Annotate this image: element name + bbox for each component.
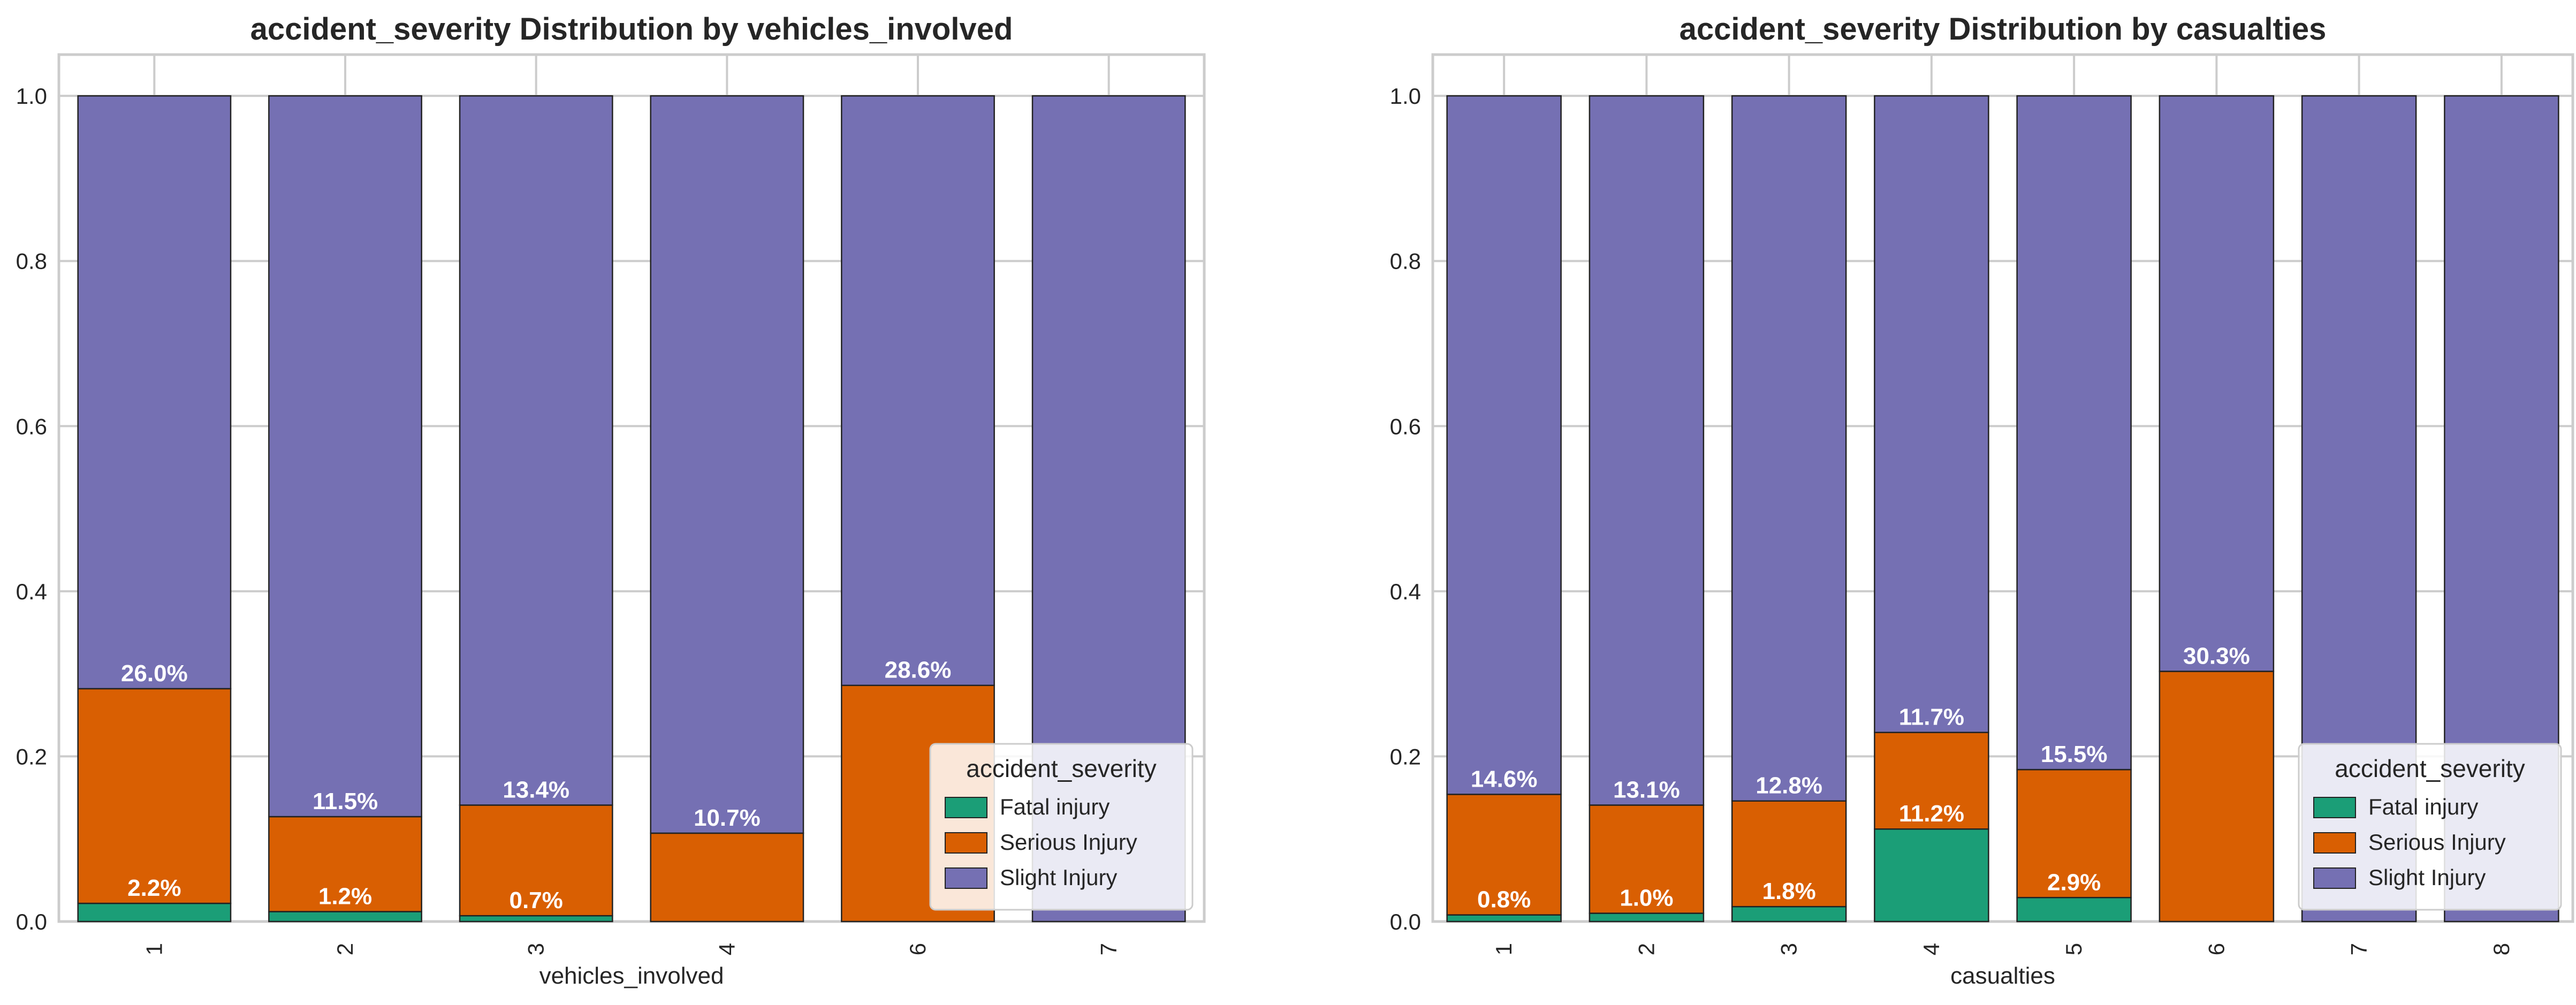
serious-data-label: 10.7% bbox=[694, 805, 761, 831]
bar-serious-2 bbox=[1589, 804, 1705, 914]
serious-data-label: 28.6% bbox=[885, 657, 952, 683]
bar-fatal-1 bbox=[77, 902, 232, 923]
x-tick-label: 3 bbox=[523, 943, 549, 955]
bar-fatal-3 bbox=[1731, 905, 1847, 923]
y-tick-label: 1.0 bbox=[1390, 83, 1421, 109]
fatal-data-label: 1.8% bbox=[1762, 878, 1815, 904]
bar-slight-4 bbox=[650, 95, 804, 834]
serious-data-label: 15.5% bbox=[2041, 741, 2108, 767]
bar-slight-3 bbox=[459, 95, 613, 806]
legend-swatch-fatal bbox=[2313, 797, 2356, 818]
bar-serious-2 bbox=[268, 816, 422, 912]
bar-fatal-5 bbox=[2016, 897, 2132, 923]
legend: accident_severity Fatal injury Serious Inj… bbox=[929, 743, 1194, 911]
bar-slight-2 bbox=[268, 95, 422, 818]
bar-fatal-1 bbox=[1446, 914, 1562, 923]
x-tick-label: 4 bbox=[714, 943, 739, 955]
bar-serious-3 bbox=[459, 804, 613, 917]
x-tick-label: 1 bbox=[1491, 943, 1516, 955]
bar-slight-3 bbox=[1731, 95, 1847, 802]
x-tick-label: 2 bbox=[332, 943, 358, 955]
chart-panel-2: 0.0 0.2 0.4 0.6 0.8 1.0 0.8% 14.6% 1.0% 13.1% 1.8%… bbox=[1390, 12, 2574, 989]
bar-slight-1 bbox=[1446, 95, 1562, 795]
legend-swatch-serious bbox=[2313, 832, 2356, 854]
serious-data-label: 26.0% bbox=[121, 660, 188, 687]
legend-title: accident_severity bbox=[2335, 755, 2525, 782]
fatal-data-label: 2.2% bbox=[127, 875, 181, 901]
bar-slight-5 bbox=[2016, 95, 2132, 771]
y-tick-label: 1.0 bbox=[16, 83, 47, 109]
x-tick-label: 3 bbox=[1776, 943, 1802, 955]
y-tick-label: 0.4 bbox=[16, 579, 47, 604]
bar-fatal-2 bbox=[1589, 912, 1705, 923]
x-tick-label: 2 bbox=[1633, 943, 1659, 955]
fatal-data-label: 0.7% bbox=[510, 887, 563, 913]
bar-fatal-2 bbox=[268, 911, 422, 923]
bar-slight-4 bbox=[1874, 95, 1989, 733]
bar-fatal-3 bbox=[459, 915, 613, 923]
bar-serious-3 bbox=[1731, 800, 1847, 908]
chart-panel-1: 0.0 0.2 0.4 0.6 0.8 1.0 2.2% 26.0% 1.2% 11.5% 0.7%… bbox=[16, 12, 1206, 989]
y-tick-label: 0.0 bbox=[16, 909, 47, 934]
legend-title: accident_severity bbox=[966, 755, 1156, 782]
chart-title: accident_severity Distribution by casual… bbox=[1680, 12, 2327, 47]
x-tick-label: 4 bbox=[1919, 943, 1944, 955]
fatal-data-label: 2.9% bbox=[2047, 869, 2101, 895]
bar-serious-6 bbox=[2159, 671, 2275, 923]
serious-data-label: 12.8% bbox=[1756, 773, 1822, 799]
y-tick-label: 0.2 bbox=[16, 744, 47, 769]
legend-item-label: Serious Injury bbox=[2368, 829, 2506, 855]
legend: accident_severity Fatal injury Serious Inj… bbox=[2298, 743, 2562, 911]
bar-slight-2 bbox=[1589, 95, 1705, 806]
x-tick-label: 7 bbox=[1096, 943, 1121, 955]
x-axis-label: casualties bbox=[1950, 963, 2055, 989]
legend-swatch-serious bbox=[945, 832, 987, 854]
y-tick-label: 0.2 bbox=[1390, 744, 1421, 769]
legend-item-label: Serious Injury bbox=[1000, 829, 1137, 855]
bar-serious-1 bbox=[77, 688, 232, 904]
bar-serious-4 bbox=[1874, 732, 1989, 830]
serious-data-label: 14.6% bbox=[1471, 766, 1538, 792]
x-tick-label: 7 bbox=[2346, 943, 2372, 955]
bar-serious-1 bbox=[1446, 794, 1562, 916]
x-tick-label: 8 bbox=[2489, 943, 2514, 955]
chart-title: accident_severity Distribution by vehicl… bbox=[250, 12, 1013, 47]
x-tick-label: 1 bbox=[141, 943, 166, 955]
legend-item-label: Fatal injury bbox=[2368, 794, 2478, 819]
legend-box bbox=[2298, 743, 2562, 911]
x-tick-label: 6 bbox=[2203, 943, 2229, 955]
x-tick-label: 6 bbox=[905, 943, 930, 955]
y-tick-label: 0.6 bbox=[1390, 414, 1421, 439]
bar-serious-4 bbox=[650, 832, 804, 923]
legend-item-label: Fatal injury bbox=[1000, 794, 1110, 819]
serious-data-label: 11.7% bbox=[1899, 704, 1964, 730]
serious-data-label: 30.3% bbox=[2183, 643, 2250, 669]
fatal-data-label: 1.2% bbox=[318, 883, 372, 909]
legend-item-label: Slight Injury bbox=[1000, 865, 1117, 890]
y-tick-label: 0.6 bbox=[16, 414, 47, 439]
serious-data-label: 13.4% bbox=[503, 776, 569, 803]
y-tick-label: 0.8 bbox=[1390, 249, 1421, 274]
bar-slight-1 bbox=[77, 95, 232, 690]
bar-serious-5 bbox=[2016, 768, 2132, 899]
y-tick-label: 0.0 bbox=[1390, 909, 1421, 934]
legend-swatch-fatal bbox=[945, 797, 987, 818]
serious-data-label: 11.5% bbox=[313, 788, 378, 814]
x-axis-label: vehicles_involved bbox=[539, 963, 724, 989]
fatal-data-label: 1.0% bbox=[1620, 885, 1673, 911]
y-tick-label: 0.4 bbox=[1390, 579, 1421, 604]
legend-swatch-slight bbox=[2313, 867, 2356, 889]
legend-box bbox=[929, 743, 1194, 911]
x-tick-label: 5 bbox=[2061, 943, 2086, 955]
serious-data-label: 13.1% bbox=[1613, 776, 1680, 803]
y-tick-label: 0.8 bbox=[16, 249, 47, 274]
legend-item-label: Slight Injury bbox=[2368, 865, 2486, 890]
fatal-data-label: 0.8% bbox=[1477, 887, 1531, 913]
bar-fatal-4 bbox=[1874, 828, 1989, 923]
fatal-data-label: 11.2% bbox=[1899, 801, 1964, 827]
legend-swatch-slight bbox=[945, 867, 987, 889]
bar-slight-6 bbox=[2159, 95, 2275, 672]
bar-slight-6 bbox=[841, 95, 995, 686]
